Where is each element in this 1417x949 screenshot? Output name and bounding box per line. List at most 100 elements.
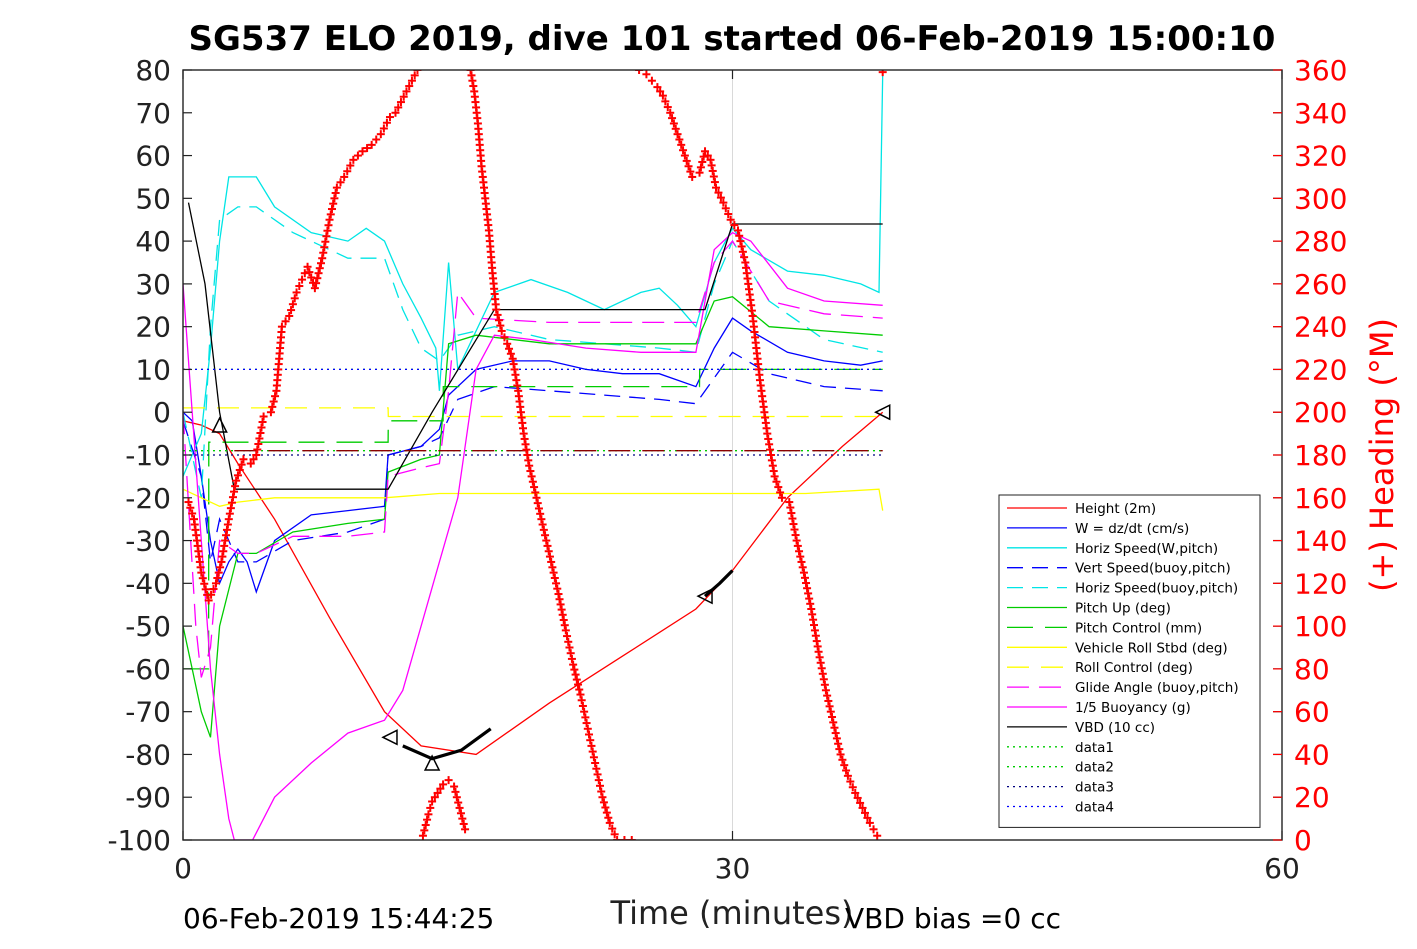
series-line-w-dz-dt-cm-s [183, 317, 883, 594]
heading-point [735, 231, 744, 240]
y2-tick-label: 40 [1294, 738, 1330, 771]
y2-tick-label: 220 [1294, 353, 1347, 386]
heading-point [323, 226, 332, 235]
heading-point [840, 761, 849, 770]
heading-point [777, 493, 786, 502]
heading-point [865, 818, 874, 827]
heading-point [863, 813, 872, 822]
heading-point [313, 274, 322, 283]
heading-point [363, 144, 372, 153]
heading-point [497, 326, 506, 335]
heading-point [842, 766, 851, 775]
heading-point [277, 322, 286, 331]
heading-point [227, 498, 236, 507]
heading-point [226, 504, 235, 513]
heading-point [820, 680, 829, 689]
heading-point [668, 114, 677, 123]
heading-point [430, 793, 439, 802]
y-tick-label: -20 [125, 482, 171, 515]
heading-point [834, 739, 843, 748]
legend-entry: data4 [1075, 800, 1114, 816]
heading-point [592, 764, 601, 773]
heading-point [329, 199, 338, 208]
heading-point [577, 696, 586, 705]
heading-point [290, 294, 299, 303]
heading-point [186, 503, 195, 512]
heading-point [253, 445, 262, 454]
heading-point [321, 237, 330, 246]
y-tick-label: -60 [125, 653, 171, 686]
heading-point [418, 831, 427, 840]
heading-point [803, 584, 812, 593]
heading-point [326, 210, 335, 219]
marker-layer [211, 404, 891, 771]
heading-point [399, 92, 408, 101]
heading-point [856, 798, 865, 807]
heading-point [287, 306, 296, 315]
heading-point [858, 803, 867, 812]
heading-point [527, 472, 536, 481]
heading-point [656, 87, 665, 96]
left-axis: 80 70 60 50 40 30 20 10 0 -10 -20 -30 -40 -50 -60 -70 -8… [107, 54, 1282, 857]
heading-point [407, 76, 416, 85]
heading-point [410, 71, 419, 80]
legend-entry: Glide Angle (buoy,pitch) [1075, 680, 1239, 696]
heading-point [402, 87, 411, 96]
heading-point [828, 713, 837, 722]
heading-point [188, 509, 197, 518]
heading-point [433, 788, 442, 797]
heading-point [819, 675, 828, 684]
heading-point [423, 815, 432, 824]
y-tick-label: 40 [135, 225, 171, 258]
event-marker [381, 729, 398, 746]
heading-point [675, 135, 684, 144]
heading-point [332, 183, 341, 192]
legend-entry: Pitch Up (deg) [1075, 601, 1171, 617]
heading-point [358, 147, 367, 156]
y2-tick-label: 20 [1294, 781, 1330, 814]
heading-point [300, 269, 309, 278]
heading-point [642, 70, 651, 79]
heading-point [312, 279, 321, 288]
heading-point [225, 509, 234, 518]
heading-point [534, 504, 543, 513]
y2-tick-label: 340 [1294, 97, 1347, 130]
bottom-axis: 0 30 60 [174, 70, 1300, 885]
heading-point [428, 797, 437, 806]
heading-point [271, 392, 280, 401]
heading-point [710, 178, 719, 187]
heading-point [396, 98, 405, 107]
heading-point [532, 493, 541, 502]
right-axis: 3603403203002802602402202001801601401201… [1273, 54, 1347, 857]
heading-point [314, 269, 323, 278]
heading-point [836, 750, 845, 759]
heading-point [594, 776, 603, 785]
heading-point [738, 247, 747, 256]
heading-point [787, 509, 796, 518]
heading-point [450, 782, 459, 791]
heading-point [814, 647, 823, 656]
heading-point [319, 248, 328, 257]
heading-point [776, 488, 785, 497]
y-tick-label: 20 [135, 311, 171, 344]
heading-point [613, 836, 622, 840]
y2-tick-label: 120 [1294, 567, 1347, 600]
heading-point [604, 813, 613, 822]
heading-point [394, 103, 403, 112]
heading-point [542, 536, 551, 545]
x-tick-label: 60 [1264, 852, 1300, 885]
legend-entry: data2 [1075, 760, 1114, 776]
heading-point [391, 108, 400, 117]
heading-point [817, 664, 826, 673]
heading-point [593, 770, 602, 779]
heading-point [653, 83, 662, 92]
series-line-1-5-buoyancy-g [183, 231, 883, 840]
heading-point [268, 402, 277, 411]
heading-point [695, 168, 704, 177]
heading-point [730, 221, 739, 230]
legend-entry: data1 [1075, 740, 1114, 756]
heading-point [505, 344, 514, 353]
heading-point [566, 649, 575, 658]
heading-point [315, 264, 324, 273]
heading-point [830, 723, 839, 732]
